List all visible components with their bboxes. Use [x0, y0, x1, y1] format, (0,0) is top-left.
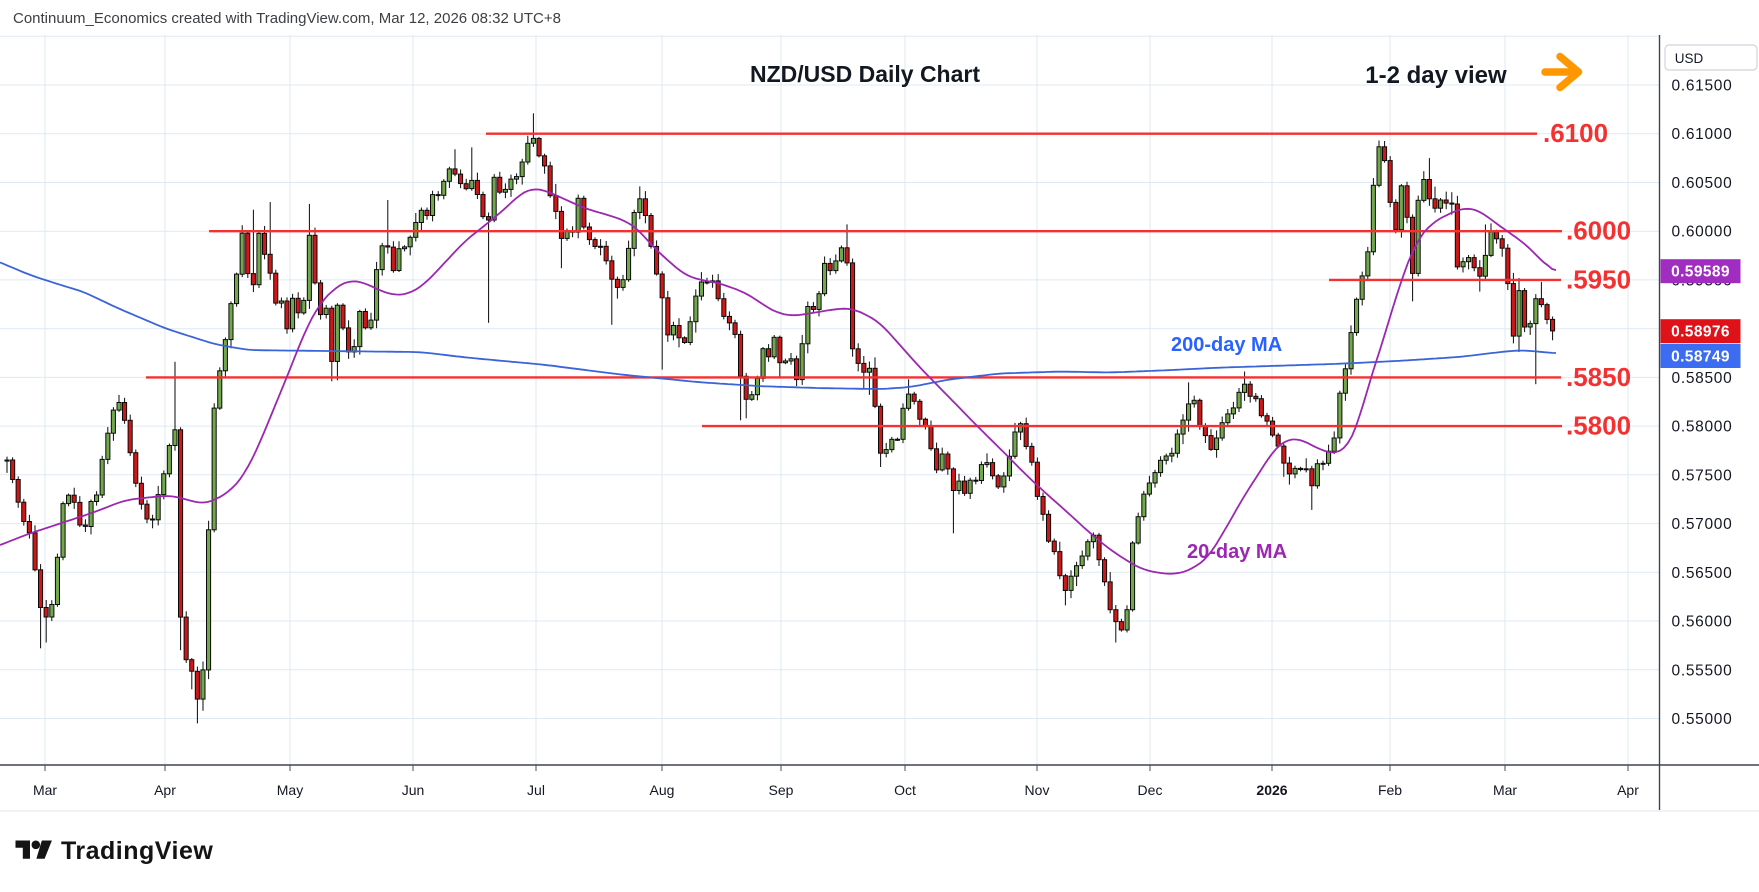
- svg-text:0.61000: 0.61000: [1672, 126, 1733, 143]
- svg-text:200-day MA: 200-day MA: [1171, 334, 1282, 356]
- svg-text:20-day MA: 20-day MA: [1187, 541, 1287, 563]
- svg-text:.5850: .5850: [1566, 362, 1631, 392]
- svg-text:0.56000: 0.56000: [1672, 614, 1733, 631]
- svg-text:TradingView: TradingView: [61, 837, 213, 865]
- svg-text:USD: USD: [1675, 51, 1704, 66]
- svg-text:Jun: Jun: [402, 782, 425, 798]
- svg-text:NZD/USD Daily Chart: NZD/USD Daily Chart: [750, 61, 980, 87]
- svg-text:.5950: .5950: [1566, 264, 1631, 294]
- svg-text:0.55000: 0.55000: [1672, 711, 1733, 728]
- svg-text:Feb: Feb: [1378, 782, 1402, 798]
- svg-text:Nov: Nov: [1025, 782, 1050, 798]
- svg-text:.5800: .5800: [1566, 411, 1631, 441]
- svg-text:0.58976: 0.58976: [1671, 324, 1730, 341]
- svg-text:Apr: Apr: [154, 782, 176, 798]
- svg-text:.6000: .6000: [1566, 216, 1631, 246]
- svg-text:.6100: .6100: [1543, 118, 1608, 148]
- svg-text:0.55500: 0.55500: [1672, 662, 1733, 679]
- svg-text:May: May: [277, 782, 303, 798]
- svg-text:Apr: Apr: [1617, 782, 1639, 798]
- svg-text:Oct: Oct: [894, 782, 916, 798]
- svg-text:0.58000: 0.58000: [1672, 419, 1733, 436]
- svg-text:0.56500: 0.56500: [1672, 565, 1733, 582]
- svg-text:0.60500: 0.60500: [1672, 175, 1733, 192]
- svg-text:Continuum_Economics created wi: Continuum_Economics created with Trading…: [13, 10, 561, 27]
- svg-text:Mar: Mar: [1493, 782, 1517, 798]
- svg-text:Aug: Aug: [650, 782, 675, 798]
- svg-text:0.59589: 0.59589: [1671, 264, 1730, 281]
- svg-text:0.57500: 0.57500: [1672, 467, 1733, 484]
- svg-text:Jul: Jul: [527, 782, 545, 798]
- svg-text:1-2 day view: 1-2 day view: [1365, 62, 1507, 89]
- svg-text:0.58749: 0.58749: [1671, 349, 1730, 366]
- svg-text:2026: 2026: [1256, 782, 1287, 798]
- svg-text:0.61500: 0.61500: [1672, 78, 1733, 95]
- svg-text:0.57000: 0.57000: [1672, 516, 1733, 533]
- svg-text:0.58500: 0.58500: [1672, 370, 1733, 387]
- svg-text:0.60000: 0.60000: [1672, 224, 1733, 241]
- svg-text:Sep: Sep: [769, 782, 794, 798]
- svg-text:Mar: Mar: [33, 782, 57, 798]
- svg-text:Dec: Dec: [1138, 782, 1163, 798]
